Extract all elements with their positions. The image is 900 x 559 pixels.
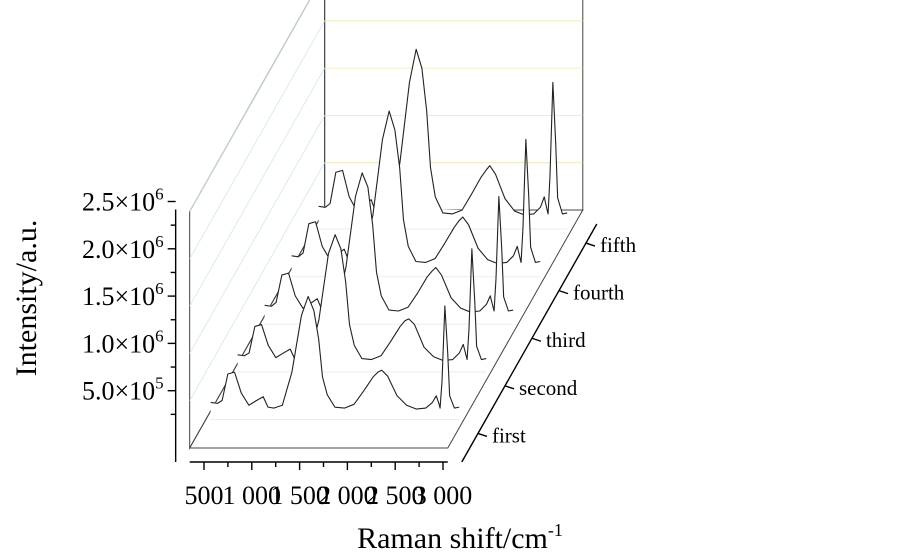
- x-tick-label: 1 500: [270, 481, 329, 510]
- x-axis-title-superscript: -1: [548, 520, 563, 540]
- side-wall-gridline: [189, 0, 311, 212]
- series-axis-tick: [477, 432, 488, 438]
- y-tick-label: 2.0×106: [82, 232, 164, 264]
- side-wall-gridline: [189, 162, 326, 401]
- series-axis-tick: [531, 337, 542, 342]
- x-axis-title: Raman shift/cm-1: [357, 520, 563, 555]
- x-tick-label: 1 000: [223, 481, 282, 510]
- side-wall-gridline: [189, 67, 326, 307]
- y-axis-title: Intensity/a.u.: [10, 220, 43, 377]
- series-axis-tick: [504, 385, 515, 390]
- series-label-third: third: [546, 328, 586, 352]
- x-tick-label: 500: [185, 481, 224, 510]
- x-tick-label: 2 500: [366, 481, 425, 510]
- trace-line-fifth: [318, 48, 568, 216]
- side-wall-gridline: [189, 20, 326, 259]
- y-tick-label: 2.5×106: [82, 185, 164, 217]
- series-label-first: first: [492, 423, 526, 447]
- y-tick-label: 5.0×105: [82, 374, 164, 406]
- chart-axes: [167, 200, 598, 470]
- x-tick-label: 2 000: [318, 481, 377, 510]
- series-axis-line: [461, 223, 598, 463]
- chart-traces: [210, 48, 568, 420]
- y-tick-label: 1.0×106: [82, 326, 164, 358]
- y-tick-label: 1.5×106: [82, 279, 164, 311]
- series-label-fourth: fourth: [573, 281, 625, 305]
- side-wall-gridline: [189, 115, 326, 354]
- series-label-fifth: fifth: [600, 233, 637, 257]
- series-axis-tick: [558, 289, 569, 295]
- trace-line-second: [237, 234, 487, 362]
- series-label-second: second: [519, 376, 578, 400]
- x-tick-label: 3 000: [414, 481, 473, 510]
- trace-line-first: [210, 295, 460, 410]
- series-axis-tick: [585, 242, 596, 247]
- trace-fill-first: [210, 296, 460, 420]
